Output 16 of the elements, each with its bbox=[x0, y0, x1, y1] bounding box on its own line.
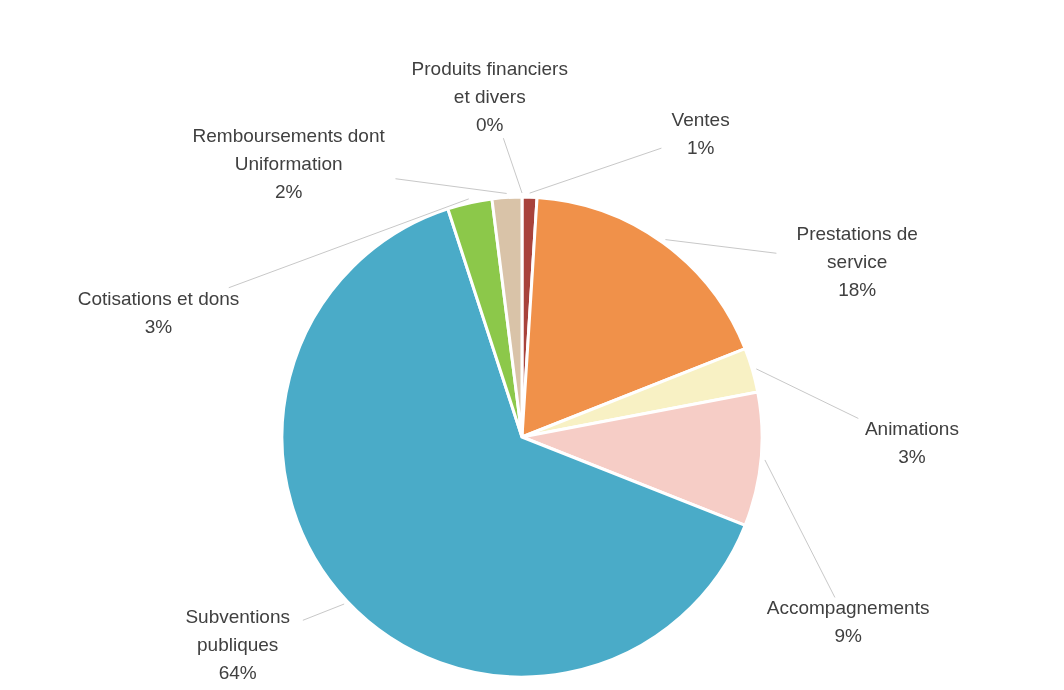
slice-label: Remboursements dont Uniformation bbox=[192, 124, 386, 174]
category-label: Produits financiers et divers bbox=[411, 58, 568, 108]
slice-label: Subventions publiques bbox=[185, 606, 290, 656]
data-label: 2% bbox=[274, 180, 303, 202]
data-label: 64% bbox=[218, 662, 257, 684]
data-label: 9% bbox=[834, 625, 862, 647]
data-label: 3% bbox=[144, 315, 173, 337]
text: 0% bbox=[476, 114, 504, 136]
data-label: 3% bbox=[898, 446, 926, 468]
slice-label: Ventes bbox=[671, 108, 730, 130]
slice-label: Animations bbox=[864, 418, 959, 440]
slice-label: Prestations de service bbox=[796, 223, 918, 273]
data-label: 18% bbox=[838, 279, 877, 301]
slice-label: Accompagnements bbox=[766, 597, 930, 619]
slice-label: Cotisations et dons bbox=[77, 287, 240, 309]
data-label: 1% bbox=[686, 136, 715, 158]
